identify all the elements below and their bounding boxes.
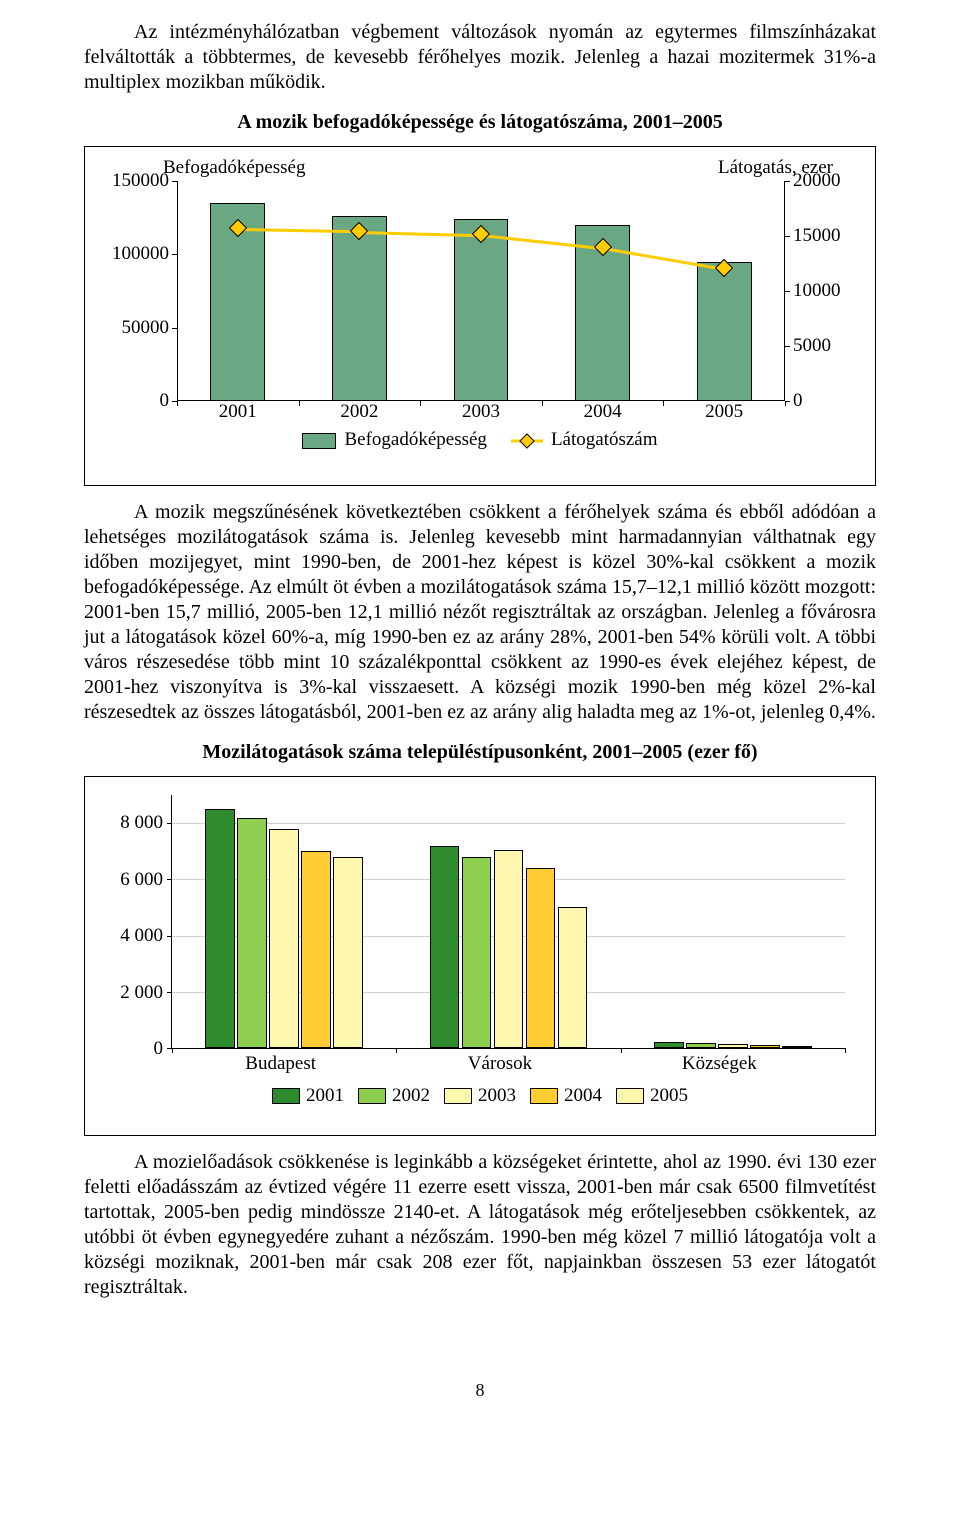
chart2-legend-item: 2001: [272, 1085, 344, 1107]
chart1-y-right-tick-label: 5000: [793, 335, 831, 357]
chart2-x-label: Budapest: [171, 1053, 390, 1075]
chart1-left-axis-label: Befogadóképesség: [163, 157, 305, 179]
chart1-y-left-tick-label: 0: [160, 390, 170, 412]
chart1-legend-line: Látogatószám: [511, 429, 658, 451]
chart1-bar: [697, 262, 752, 401]
chart2-y-tick-label: 0: [154, 1038, 164, 1060]
chart1-bar: [332, 216, 387, 401]
chart1-bar: [454, 219, 509, 401]
chart1-x-label: 2002: [299, 401, 421, 423]
chart2-bar: [494, 850, 524, 1048]
page-number: 8: [84, 1380, 876, 1401]
chart2-legend-item: 2004: [530, 1085, 602, 1107]
chart2-y-tick-label: 6 000: [120, 869, 163, 891]
chart1-y-right-tick-label: 0: [793, 390, 803, 412]
chart2-y-ticks: 02 0004 0006 0008 000: [101, 795, 171, 1049]
chart1-y-left-ticks: 050000100000150000: [99, 181, 177, 401]
chart2-bar: [750, 1045, 780, 1048]
chart1-x-label: 2004: [542, 401, 664, 423]
chart1-title: A mozik befogadóképessége és látogatószá…: [84, 111, 876, 134]
chart1-body: 050000100000150000 05000100001500020000: [99, 181, 861, 401]
chart2-bar: [462, 857, 492, 1048]
chart1-legend: Befogadóképesség Látogatószám: [99, 429, 861, 451]
chart1-legend-bar: Befogadóképesség: [302, 429, 486, 451]
chart2-bar: [237, 818, 267, 1049]
chart2-y-tick-label: 4 000: [120, 925, 163, 947]
chart1-y-right-tick-label: 15000: [793, 225, 841, 247]
chart1-y-left-tick-label: 150000: [112, 170, 169, 192]
analysis-paragraph: A mozik megszűnésének következtében csök…: [84, 500, 876, 725]
chart2-bar: [558, 907, 588, 1048]
chart1-x-labels: 20012002200320042005: [99, 401, 861, 423]
chart2-bar: [686, 1043, 716, 1048]
chart1-x-label: 2003: [420, 401, 542, 423]
chart2-bar: [205, 809, 235, 1048]
chart1-plot-area: [177, 181, 785, 401]
chart2-bar: [333, 857, 363, 1048]
chart1-x-label: 2001: [177, 401, 299, 423]
chart2-y-tick-label: 2 000: [120, 982, 163, 1004]
chart2-legend-item: 2003: [444, 1085, 516, 1107]
chart1-y-right-tick-label: 20000: [793, 170, 841, 192]
chart1-y-right-ticks: 05000100001500020000: [785, 181, 861, 401]
chart2-legend: 2001 2002 2003 2004 2005: [101, 1085, 859, 1107]
chart2-bar: [301, 851, 331, 1048]
chart2-bar: [526, 868, 556, 1048]
chart2-y-tick-label: 8 000: [120, 812, 163, 834]
chart2-bar: [654, 1042, 684, 1048]
closing-paragraph: A mozielőadások csökkenése is leginkább …: [84, 1150, 876, 1300]
chart1-y-left-tick-label: 50000: [122, 317, 170, 339]
chart2-legend-item: 2002: [358, 1085, 430, 1107]
chart1-x-label: 2005: [663, 401, 785, 423]
chart2-bar: [782, 1046, 812, 1048]
chart1-frame: Befogadóképesség Látogatás, ezer 0500001…: [84, 146, 876, 486]
chart2-title: Mozilátogatások száma településtípusonké…: [84, 741, 876, 764]
chart2-x-label: Községek: [610, 1053, 829, 1075]
chart1-y-right-tick-label: 10000: [793, 280, 841, 302]
chart1-y-left-tick-label: 100000: [112, 243, 169, 265]
chart2-bar: [430, 846, 460, 1048]
chart2-x-labels: BudapestVárosokKözségek: [101, 1053, 859, 1075]
chart2-bar: [269, 829, 299, 1048]
chart2-plot-area: [171, 795, 859, 1049]
chart2-bar: [718, 1044, 748, 1048]
page-container: Az intézményhálózatban végbement változá…: [0, 0, 960, 1441]
chart2-legend-item: 2005: [616, 1085, 688, 1107]
chart2-x-label: Városok: [390, 1053, 609, 1075]
chart2-body: 02 0004 0006 0008 000: [101, 795, 859, 1049]
intro-paragraph: Az intézményhálózatban végbement változá…: [84, 20, 876, 95]
chart2-frame: 0 2 000 4 000 6 000 8 000 BudapestVárosokKöz…: [84, 776, 876, 1136]
chart1-axis-headers: Befogadóképesség Látogatás, ezer: [99, 157, 861, 179]
